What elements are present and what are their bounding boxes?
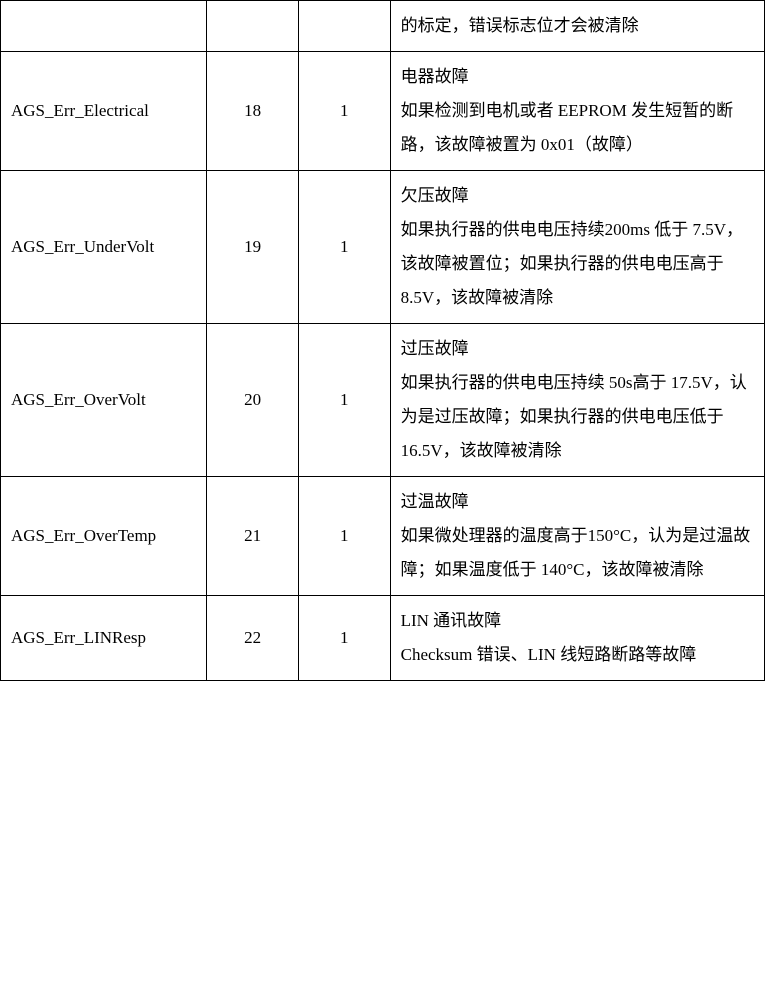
cell-desc: LIN 通讯故障Checksum 错误、LIN 线短路断路等故障: [390, 596, 764, 681]
cell-code: AGS_Err_Electrical: [1, 52, 207, 171]
error-codes-table: 的标定，错误标志位才会被清除 AGS_Err_Electrical 18 1 电…: [0, 0, 765, 681]
table-row: AGS_Err_Electrical 18 1 电器故障如果检测到电机或者 EE…: [1, 52, 765, 171]
cell-col2: 18: [207, 52, 299, 171]
cell-col2: [207, 1, 299, 52]
cell-code: AGS_Err_OverVolt: [1, 324, 207, 477]
cell-col3: 1: [298, 477, 390, 596]
cell-col3: 1: [298, 171, 390, 324]
cell-col3: 1: [298, 52, 390, 171]
table-row: AGS_Err_OverVolt 20 1 过压故障如果执行器的供电电压持续 5…: [1, 324, 765, 477]
table-row: 的标定，错误标志位才会被清除: [1, 1, 765, 52]
cell-col2: 21: [207, 477, 299, 596]
cell-col3: 1: [298, 324, 390, 477]
cell-code: AGS_Err_UnderVolt: [1, 171, 207, 324]
cell-col2: 20: [207, 324, 299, 477]
cell-col3: [298, 1, 390, 52]
table-body: 的标定，错误标志位才会被清除 AGS_Err_Electrical 18 1 电…: [1, 1, 765, 681]
cell-desc: 过温故障如果微处理器的温度高于150°C，认为是过温故障；如果温度低于 140°…: [390, 477, 764, 596]
cell-desc: 电器故障如果检测到电机或者 EEPROM 发生短暂的断路，该故障被置为 0x01…: [390, 52, 764, 171]
cell-code: AGS_Err_OverTemp: [1, 477, 207, 596]
cell-desc: 过压故障如果执行器的供电电压持续 50s高于 17.5V，认为是过压故障；如果执…: [390, 324, 764, 477]
table-row: AGS_Err_UnderVolt 19 1 欠压故障如果执行器的供电电压持续2…: [1, 171, 765, 324]
cell-desc: 欠压故障如果执行器的供电电压持续200ms 低于 7.5V，该故障被置位；如果执…: [390, 171, 764, 324]
cell-col2: 22: [207, 596, 299, 681]
cell-code: AGS_Err_LINResp: [1, 596, 207, 681]
cell-col3: 1: [298, 596, 390, 681]
cell-col2: 19: [207, 171, 299, 324]
cell-code: [1, 1, 207, 52]
table-row: AGS_Err_LINResp 22 1 LIN 通讯故障Checksum 错误…: [1, 596, 765, 681]
table-row: AGS_Err_OverTemp 21 1 过温故障如果微处理器的温度高于150…: [1, 477, 765, 596]
cell-desc: 的标定，错误标志位才会被清除: [390, 1, 764, 52]
